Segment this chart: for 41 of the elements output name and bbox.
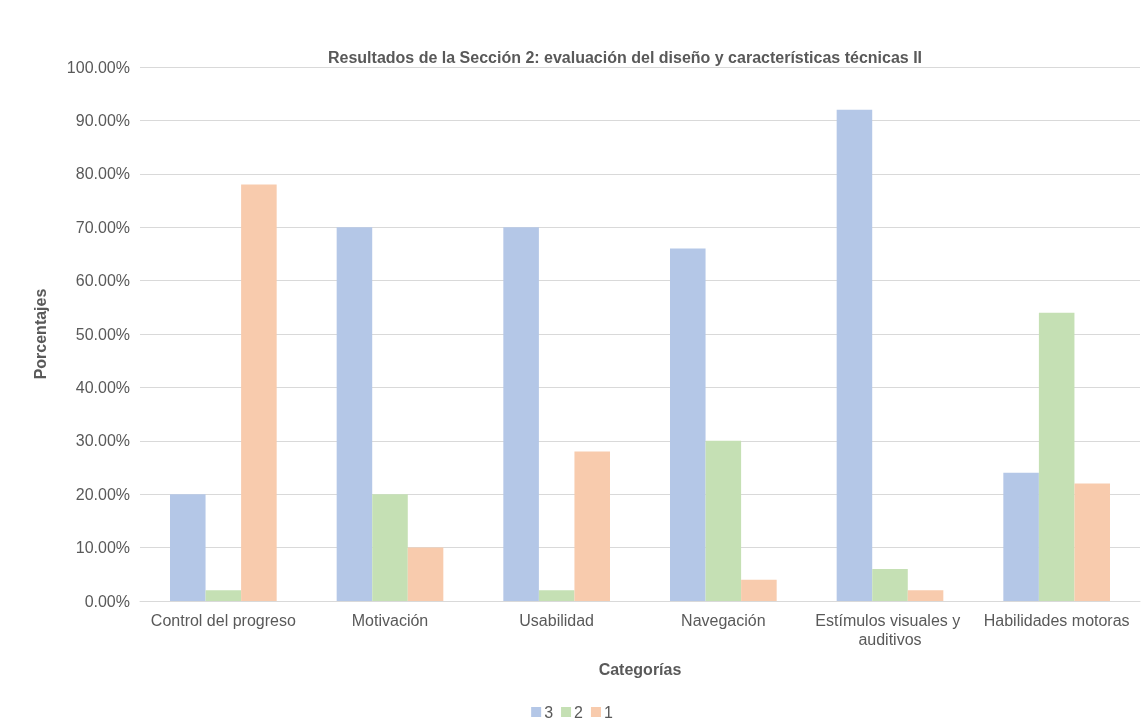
bar	[1038, 312, 1075, 601]
x-tick-label: Estímulos visuales y auditivos	[815, 612, 965, 648]
y-tick-label: 30.00%	[75, 432, 130, 450]
bar	[170, 494, 206, 601]
x-tick-label: Control del progreso	[150, 612, 296, 629]
x-tick-label: Navegación	[681, 612, 766, 629]
bar	[836, 109, 873, 601]
y-tick-label: 100.00%	[66, 58, 130, 76]
y-tick-label: 80.00%	[75, 165, 130, 183]
bar	[574, 451, 610, 601]
bar	[907, 590, 944, 601]
bar	[670, 248, 706, 601]
bar	[1074, 483, 1110, 601]
chart-title: Resultados de la Sección 2: evaluación del diseño y características técnicas II	[327, 48, 923, 66]
bar	[872, 568, 908, 601]
x-axis-title: Categorías	[598, 660, 682, 678]
y-axis-title: Porcentajes	[31, 288, 49, 380]
bar	[741, 579, 777, 601]
bar	[1003, 472, 1039, 601]
bar	[407, 547, 444, 601]
legend-label: 1	[603, 703, 613, 721]
bar	[538, 590, 575, 601]
bar	[705, 440, 742, 601]
legend-label: 3	[544, 703, 554, 721]
x-tick-label: Motivación	[351, 612, 429, 629]
y-tick-label: 90.00%	[75, 111, 130, 129]
legend-label: 2	[574, 703, 584, 721]
bar	[336, 227, 373, 601]
y-tick-label: 40.00%	[75, 378, 130, 396]
x-tick-label: Usabilidad	[519, 612, 595, 629]
y-tick-label: 60.00%	[75, 272, 130, 290]
bar	[503, 227, 539, 601]
bar	[205, 590, 242, 601]
y-tick-label: 10.00%	[75, 539, 130, 557]
y-tick-label: 50.00%	[75, 325, 130, 343]
bar	[241, 184, 277, 601]
x-tick-label: Habilidades motoras	[983, 612, 1130, 629]
y-tick-label: 0.00%	[84, 592, 130, 610]
bar	[372, 494, 408, 601]
y-tick-label: 20.00%	[75, 485, 130, 503]
y-tick-label: 70.00%	[75, 218, 130, 236]
